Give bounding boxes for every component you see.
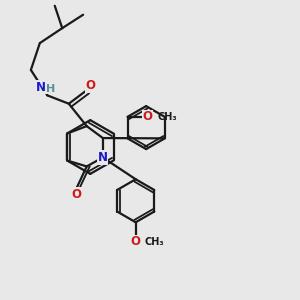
Text: CH₃: CH₃ — [158, 112, 178, 122]
Text: N: N — [36, 81, 46, 94]
Text: O: O — [131, 235, 141, 248]
Text: H: H — [46, 84, 55, 94]
Text: CH₃: CH₃ — [145, 237, 164, 247]
Text: O: O — [143, 110, 153, 123]
Text: O: O — [71, 188, 81, 201]
Text: O: O — [85, 79, 95, 92]
Text: N: N — [98, 151, 108, 164]
